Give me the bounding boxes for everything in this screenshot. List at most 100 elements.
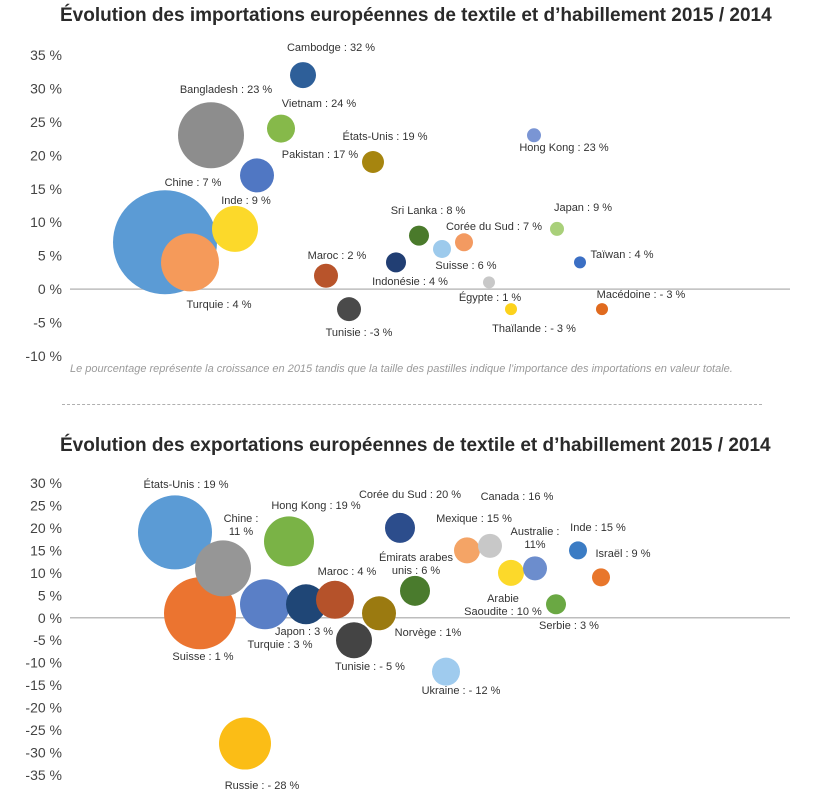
bubble xyxy=(498,559,524,586)
bubble-label: Turquie : 3 % xyxy=(247,639,312,651)
bubble xyxy=(454,537,480,564)
bubble-label: Cambodge : 32 % xyxy=(287,42,375,54)
bubble xyxy=(290,62,316,89)
bubble-label: Chine :11 % xyxy=(224,513,259,538)
bubble xyxy=(212,205,258,252)
bubble-label: Bangladesh : 23 % xyxy=(180,84,273,96)
y-tick-label: -10 % xyxy=(25,348,62,364)
bubble-label: Pakistan : 17 % xyxy=(282,149,359,161)
bubble xyxy=(574,256,586,269)
y-tick-label: 0 % xyxy=(38,281,62,297)
bubble xyxy=(267,114,295,143)
bubble-label: Suisse : 6 % xyxy=(435,260,496,272)
y-tick-label: 25 % xyxy=(30,497,62,513)
bubble-label: Japan : 9 % xyxy=(554,202,612,214)
bubble xyxy=(336,622,372,659)
bubble-label: Arabie Saoudite : 10 % xyxy=(464,593,542,618)
y-tick-label: -20 % xyxy=(25,700,62,716)
bubble xyxy=(314,263,338,288)
bubble-label: Tunisie : - 5 % xyxy=(335,661,405,673)
bubble xyxy=(523,556,547,581)
bubble-label: Norvège : 1% xyxy=(395,627,462,639)
export-bubble-chart: 30 % 25 % 20 % 15 % 10 % 5 % 0 % -5 % -10 % -15 %… xyxy=(25,475,790,792)
bubble-label: Corée du Sud : 20 % xyxy=(359,489,461,501)
y-tick-label: -15 % xyxy=(25,677,62,693)
y-tick-label: 15 % xyxy=(30,542,62,558)
bubble-label: Tunisie : -3 % xyxy=(326,327,393,339)
bubble-label: Vietnam : 24 % xyxy=(282,98,357,110)
bubble xyxy=(478,533,502,558)
bubble xyxy=(362,151,384,174)
bubble xyxy=(432,657,460,686)
bubble xyxy=(362,596,396,631)
bubble-label: Ukraine : - 12 % xyxy=(422,685,501,697)
bubble xyxy=(286,584,326,625)
bubble-label: États-Unis : 19 % xyxy=(343,130,428,143)
y-tick-label: -5 % xyxy=(33,632,62,648)
bubble-label: Russie : - 28 % xyxy=(225,780,300,792)
y-tick-label: 15 % xyxy=(30,181,62,197)
y-tick-label: 30 % xyxy=(30,475,62,491)
bubble xyxy=(337,297,361,322)
bubble-label: Inde : 9 % xyxy=(221,195,271,207)
y-tick-label: 5 % xyxy=(38,248,62,264)
bubble xyxy=(505,303,517,316)
y-tick-label: -30 % xyxy=(25,745,62,761)
bubble-label: Égypte : 1 % xyxy=(459,291,522,304)
y-tick-label: -35 % xyxy=(25,767,62,783)
bubble-label: Canada : 16 % xyxy=(481,491,554,503)
bubble-label: Mexique : 15 % xyxy=(436,513,512,525)
bubble xyxy=(195,540,251,597)
bubble xyxy=(240,158,274,193)
bubble xyxy=(433,239,451,258)
bubble-label: Macédoine : - 3 % xyxy=(597,289,686,301)
bubble-label: Suisse : 1 % xyxy=(172,651,233,663)
bubble xyxy=(455,233,473,252)
bubble-label: Corée du Sud : 7 % xyxy=(446,221,542,233)
import-bubble-chart: 35 % 30 % 25 % 20 % 15 % 10 % 5 % 0 % -5 % -10 % C… xyxy=(25,42,790,364)
bubble-label: Hong Kong : 19 % xyxy=(271,500,361,512)
section-divider xyxy=(62,404,762,405)
bubble xyxy=(596,303,608,316)
bubble-label: Émirats arabes unis : 6 % xyxy=(379,551,453,577)
bubble-label: Maroc : 4 % xyxy=(318,566,377,578)
export-chart-title: Évolution des exportations européennes d… xyxy=(60,435,771,456)
bubble-label: Taïwan : 4 % xyxy=(591,249,654,261)
bubble-label: Israël : 9 % xyxy=(595,548,650,560)
y-tick-label: -5 % xyxy=(33,315,62,331)
y-tick-label: -10 % xyxy=(25,655,62,671)
bubble xyxy=(527,128,541,143)
y-tick-label: 20 % xyxy=(30,147,62,163)
bubble xyxy=(264,516,314,567)
y-tick-label: 10 % xyxy=(30,565,62,581)
import-chart-title: Évolution des importations européennes d… xyxy=(60,5,772,26)
y-tick-label: 0 % xyxy=(38,610,62,626)
y-tick-label: 10 % xyxy=(30,214,62,230)
bubble-label: Maroc : 2 % xyxy=(308,250,367,262)
bubble xyxy=(386,252,406,273)
bubble-label: Sri Lanka : 8 % xyxy=(391,205,466,217)
bubble-label: Serbie : 3 % xyxy=(539,620,599,632)
bubble-label: Thaïlande : - 3 % xyxy=(492,323,576,335)
bubble xyxy=(569,541,587,560)
bubble-label: Japon : 3 % xyxy=(275,626,333,638)
bubble-label: Chine : 7 % xyxy=(165,177,222,189)
bubble xyxy=(219,717,271,770)
bubble xyxy=(550,221,564,236)
bubble xyxy=(178,102,244,169)
y-tick-label: 5 % xyxy=(38,587,62,603)
y-tick-label: 35 % xyxy=(30,47,62,63)
bubble xyxy=(385,512,415,543)
bubble xyxy=(240,579,290,630)
bubble xyxy=(546,594,566,615)
bubble xyxy=(400,575,430,606)
bubble xyxy=(592,568,610,587)
bubble-label: Indonésie : 4 % xyxy=(372,276,448,288)
bubble xyxy=(161,233,219,292)
bubble-label: Inde : 15 % xyxy=(570,522,626,534)
bubble xyxy=(138,495,212,570)
bubble xyxy=(316,580,354,619)
y-tick-label: 30 % xyxy=(30,80,62,96)
y-tick-label: 20 % xyxy=(30,520,62,536)
y-tick-label: 25 % xyxy=(30,114,62,130)
